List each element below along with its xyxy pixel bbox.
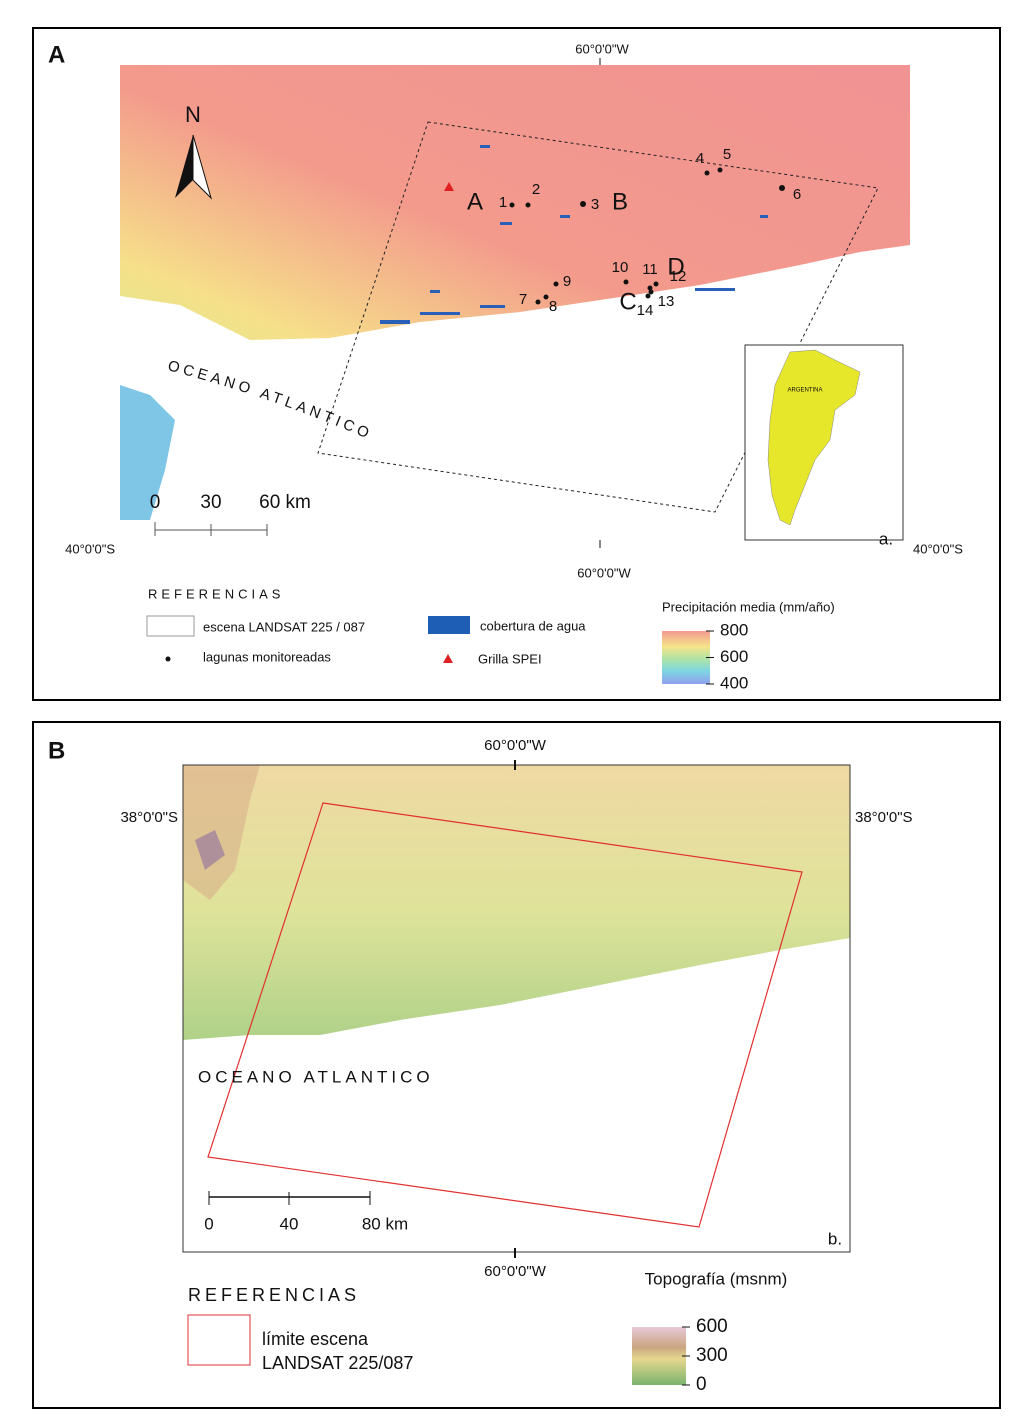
legend-item: límite escena bbox=[262, 1329, 369, 1349]
legend-swatch bbox=[147, 616, 194, 636]
longitude-label: 60°0'0"W bbox=[577, 565, 631, 580]
colorbar-tick-label: 600 bbox=[720, 647, 748, 666]
colorbar-tick-label: 800 bbox=[720, 620, 748, 639]
panel-label: B bbox=[48, 737, 65, 764]
scale-label: 0 bbox=[204, 1214, 213, 1233]
colorbar-title: Topografía (msnm) bbox=[645, 1269, 788, 1288]
colorbar bbox=[632, 1327, 686, 1385]
colorbar bbox=[662, 631, 710, 684]
inset-label: a. bbox=[879, 529, 893, 548]
latitude-label: 38°0'0"S bbox=[120, 809, 178, 826]
site-label: A bbox=[467, 188, 483, 215]
colorbar-tick-label: 0 bbox=[696, 1374, 707, 1395]
legend-item: Grilla SPEI bbox=[478, 651, 542, 666]
longitude-label: 60°0'0"W bbox=[484, 1263, 547, 1280]
inset-label: b. bbox=[828, 1229, 842, 1248]
north-label: N bbox=[185, 102, 201, 127]
legend-item: LANDSAT 225/087 bbox=[262, 1353, 413, 1373]
scale-label: 30 bbox=[200, 492, 221, 513]
lagoon-label: 2 bbox=[532, 181, 540, 198]
legend-swatch bbox=[443, 654, 453, 663]
scale-label: 40 bbox=[280, 1214, 299, 1233]
panel-label: A bbox=[48, 41, 65, 68]
legend-title: REFERENCIAS bbox=[188, 1285, 360, 1305]
lagoon-label: 1 bbox=[499, 194, 507, 211]
lagoon-label: 3 bbox=[591, 196, 599, 213]
colorbar-tick-label: 400 bbox=[720, 673, 748, 692]
site-label: C bbox=[619, 288, 636, 315]
legend-item: escena LANDSAT 225 / 087 bbox=[203, 619, 365, 634]
legend-swatch bbox=[188, 1315, 250, 1365]
lagoon-label: 9 bbox=[563, 273, 571, 290]
lagoon-label: 7 bbox=[519, 291, 527, 308]
legend-swatch bbox=[428, 616, 470, 634]
lagoon-label: 5 bbox=[723, 146, 731, 163]
legend-item: lagunas monitoreadas bbox=[203, 649, 331, 664]
lagoon-label: 10 bbox=[612, 259, 629, 276]
colorbar-tick-label: 600 bbox=[696, 1316, 728, 1337]
legend-item: cobertura de agua bbox=[480, 618, 586, 633]
legend-title: REFERENCIAS bbox=[148, 586, 284, 601]
legend-swatch bbox=[166, 657, 171, 662]
lagoon-label: 11 bbox=[642, 261, 658, 278]
site-label: D bbox=[667, 253, 684, 280]
lagoon-label: 14 bbox=[637, 302, 654, 319]
site-label: B bbox=[612, 188, 628, 215]
latitude-label: 40°0'0"S bbox=[65, 541, 115, 556]
lagoon-label: 13 bbox=[658, 293, 675, 310]
longitude-label: 60°0'0"W bbox=[484, 737, 547, 754]
scale-label: 60 km bbox=[259, 492, 311, 513]
lagoon-label: 6 bbox=[793, 186, 801, 203]
latitude-label: 38°0'0"S bbox=[855, 809, 913, 826]
latitude-label: 40°0'0"S bbox=[913, 541, 963, 556]
inset-map: ARGENTINA a. bbox=[745, 345, 903, 548]
longitude-label: 60°0'0"W bbox=[575, 41, 629, 56]
ocean-label: OCEANO ATLANTICO bbox=[198, 1067, 434, 1086]
colorbar-title: Precipitación media (mm/año) bbox=[662, 599, 835, 614]
scale-label: 0 bbox=[150, 492, 161, 513]
inset-country: ARGENTINA bbox=[787, 388, 822, 394]
colorbar-tick-label: 300 bbox=[696, 1345, 728, 1366]
figure: A N OCEANO ATLANTICO 1 2 3 4 5 6 7 8 9 1… bbox=[0, 0, 1020, 1422]
lagoon-label: 4 bbox=[696, 150, 704, 167]
scale-label: 80 km bbox=[362, 1214, 408, 1233]
lagoon-label: 8 bbox=[549, 298, 557, 315]
